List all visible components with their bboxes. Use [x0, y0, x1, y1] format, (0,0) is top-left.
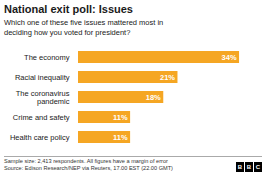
svg-text:18%: 18%: [146, 93, 161, 102]
html-text:C: C: [255, 164, 261, 170]
svg-text:11%: 11%: [113, 133, 128, 142]
html-text:Which one of these five issues: Which one of these five issues mattered …: [4, 18, 164, 37]
html-text:B: B: [237, 164, 243, 170]
svg-text:Crime and safety: Crime and safety: [13, 113, 70, 122]
html-text:B: B: [246, 164, 252, 170]
svg-text:The economy: The economy: [24, 53, 70, 62]
svg-text:21%: 21%: [160, 73, 175, 82]
svg-text:Health care policy: Health care policy: [10, 133, 70, 142]
svg-text:11%: 11%: [113, 113, 128, 122]
html-text:National exit poll: Issues: National exit poll: Issues: [4, 3, 133, 15]
svg-text:The coronaviruspandemic: The coronaviruspandemic: [16, 89, 70, 106]
svg-text:Racial inequality: Racial inequality: [15, 73, 70, 82]
html-text:Source: Edison Research/NEP vi: Source: Edison Research/NEP via Reuters,…: [4, 165, 173, 171]
html-text:Sample size: 2,413 respondents: Sample size: 2,413 respondents. All figu…: [4, 158, 168, 164]
svg-text:34%: 34%: [222, 53, 237, 62]
